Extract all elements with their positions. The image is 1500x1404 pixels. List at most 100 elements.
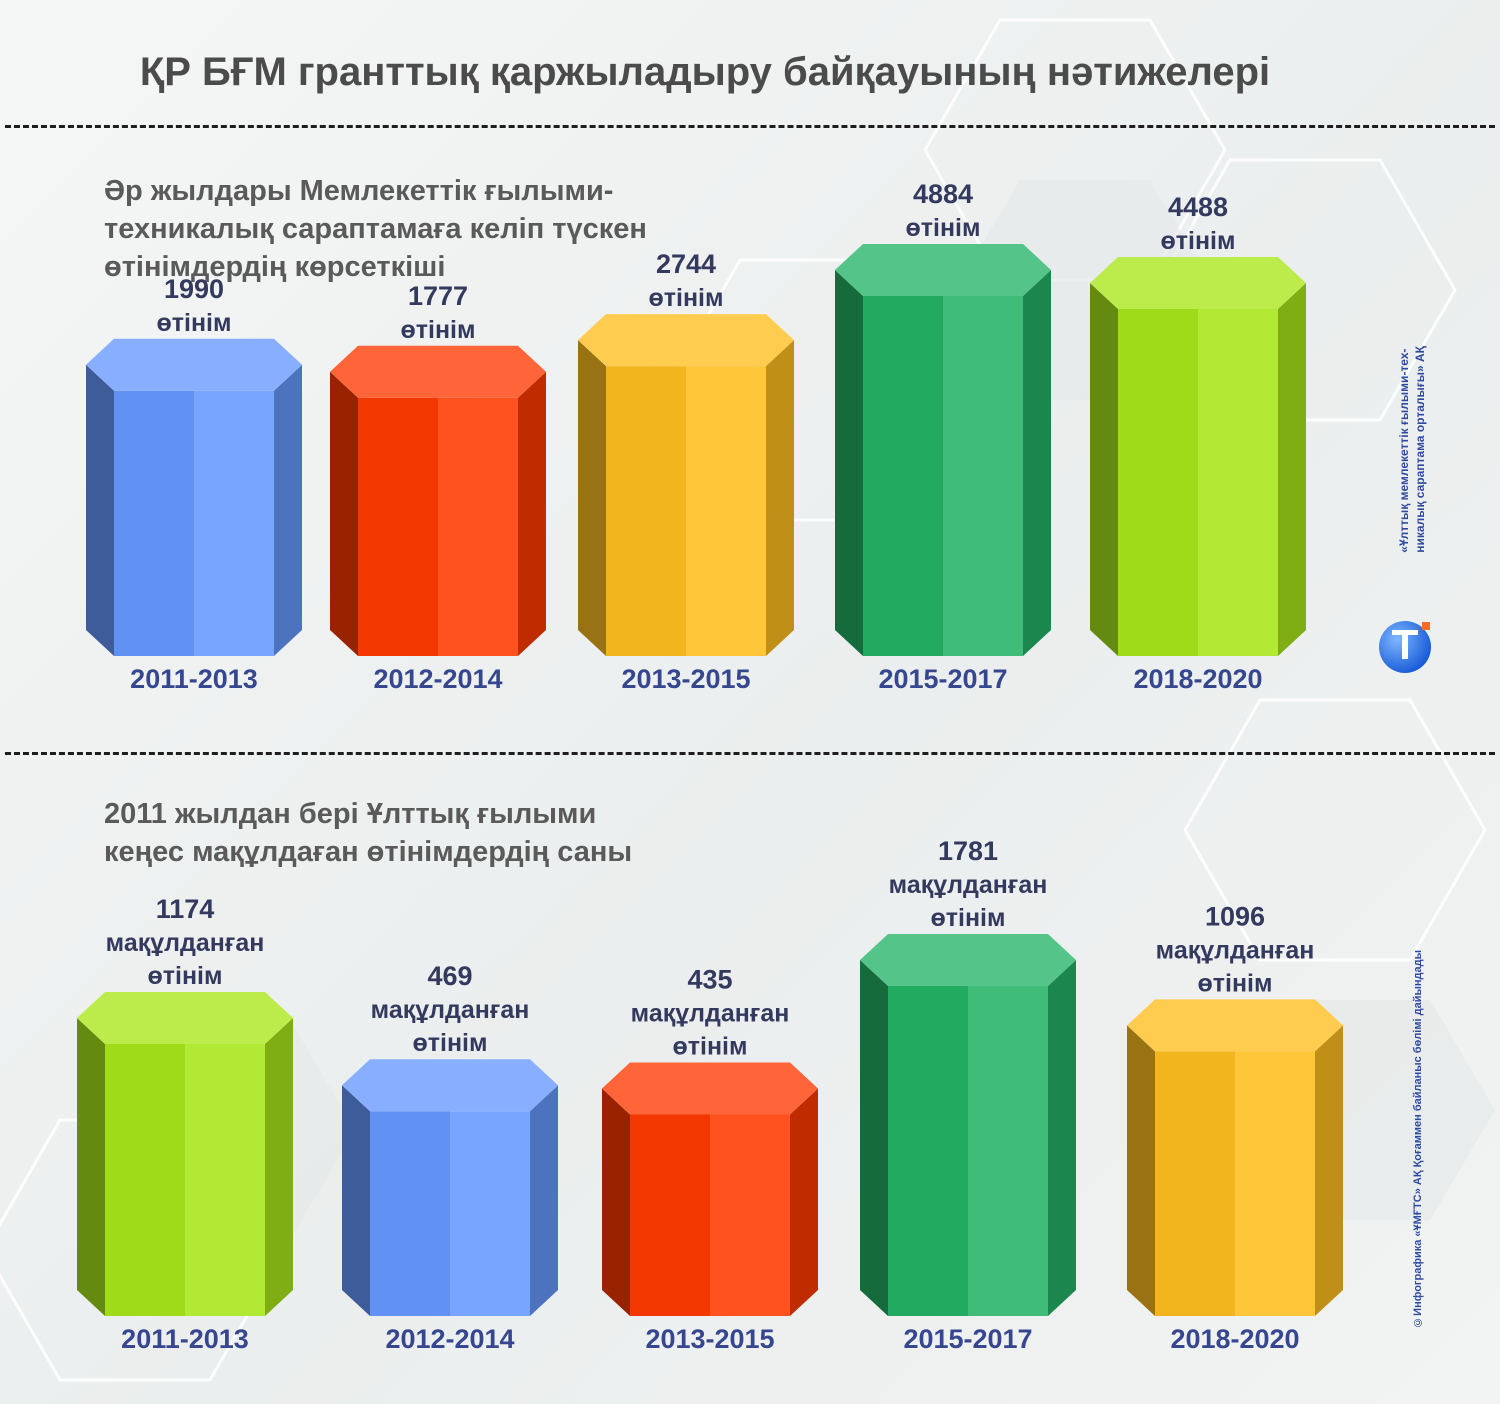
chart1-title-line: өтінімдердің көрсеткіші <box>104 251 446 283</box>
bar-4-front-left-face <box>888 986 968 1316</box>
bar-unit-label: өтінім <box>148 962 223 990</box>
bar-1-right-face <box>274 364 302 656</box>
bar-value-label: 1781 <box>938 836 998 866</box>
bar-3-right-face <box>790 1088 818 1316</box>
x-tick-label: 2018-2020 <box>1170 1324 1299 1354</box>
x-tick-label: 2013-2015 <box>645 1324 774 1354</box>
bar-5-front-left-face <box>1155 1051 1235 1316</box>
bar-2-left-face <box>342 1085 370 1316</box>
bar-unit-label: өтінім <box>906 214 981 242</box>
bar-unit-label: мақұлданған <box>631 999 790 1027</box>
bar-value-label: 2744 <box>656 249 716 279</box>
bar-4-right-face <box>1048 960 1076 1316</box>
bar-2-left-face <box>330 371 358 656</box>
bar-value-label: 1096 <box>1205 901 1265 931</box>
bar-value-label: 1990 <box>164 274 224 304</box>
bar-value-label: 1174 <box>156 894 215 924</box>
bar-2 <box>330 345 546 656</box>
bar-value-label: 4488 <box>1168 192 1228 222</box>
bar-5-front-right-face <box>1198 308 1278 656</box>
bar-5 <box>1090 256 1306 656</box>
bar-value-label: 4884 <box>913 179 973 209</box>
organization-logo-icon <box>1379 621 1431 673</box>
bar-3-right-face <box>766 340 794 656</box>
bar-3-front-left-face <box>606 366 686 656</box>
bar-2-top-face <box>330 345 546 398</box>
bar-4-left-face <box>835 270 863 656</box>
x-tick-label: 2012-2014 <box>373 664 502 694</box>
bar-2 <box>342 1059 558 1316</box>
bar-1-front-right-face <box>185 1043 265 1316</box>
bar-3-left-face <box>602 1088 630 1316</box>
bar-3-front-right-face <box>686 366 766 656</box>
bar-2-top-face <box>342 1059 558 1112</box>
bar-1-right-face <box>265 1017 293 1316</box>
chart1-section-title: Әр жылдары Мемлекеттік ғылыми- техникалы… <box>104 172 647 286</box>
chart1-submitted-applications: 1990 өтінім 2011-2013 1777 өтінім 2012-2014 27… <box>86 179 1306 694</box>
bar-5-front-left-face <box>1118 308 1198 656</box>
bar-value-label: 1777 <box>408 281 468 311</box>
bar-5 <box>1127 999 1343 1316</box>
chart1-title-line: техникалық сараптамаға келіп түскен <box>104 213 647 245</box>
bar-4 <box>860 934 1076 1316</box>
bar-3 <box>602 1062 818 1316</box>
chart2-approved-applications: 1174 мақұлданған өтінім 2011-2013 469 мақұлда… <box>77 836 1343 1354</box>
bar-2-front-left-face <box>370 1111 450 1316</box>
bar-4-top-face <box>860 934 1076 986</box>
bar-4-front-right-face <box>968 986 1048 1316</box>
bar-4-right-face <box>1023 270 1051 656</box>
bar-2-front-left-face <box>358 397 438 656</box>
bar-3-front-left-face <box>630 1114 710 1316</box>
bar-unit-label: өтінім <box>931 904 1006 932</box>
bar-3 <box>578 314 794 656</box>
bar-4 <box>835 244 1051 656</box>
bar-5-right-face <box>1278 282 1306 656</box>
page-title: ҚР БҒМ гранттық қаржыладыру байқауының н… <box>139 50 1271 94</box>
bar-3-left-face <box>578 340 606 656</box>
bar-unit-label: мақұлданған <box>371 996 530 1024</box>
bar-unit-label: өтінім <box>157 309 232 337</box>
bar-unit-label: өтінім <box>649 284 724 312</box>
bar-unit-label: мақұлданған <box>1156 936 1315 964</box>
bar-1-left-face <box>77 1017 105 1316</box>
x-tick-label: 2015-2017 <box>903 1324 1032 1354</box>
chart2-title-line: 2011 жылдан бері Ұлттық ғылыми <box>104 798 597 830</box>
chart2-section-title: 2011 жылдан бері Ұлттық ғылыми кеңес мақ… <box>104 795 632 871</box>
bar-value-label: 435 <box>687 964 732 994</box>
bar-1-front-left-face <box>114 390 194 656</box>
bar-1-left-face <box>86 364 114 656</box>
copyright-note: ©Инфографика «ҰМҒТС» АҚ Қоғаммен байланы… <box>1412 950 1424 1328</box>
top-divider <box>5 125 1495 128</box>
bar-unit-label: өтінім <box>1198 969 1273 997</box>
chart2-title-line: кеңес мақұлдаған өтінімдердің саны <box>104 836 633 868</box>
bar-2-right-face <box>530 1085 558 1316</box>
bar-1 <box>77 991 293 1316</box>
bar-unit-label: мақұлданған <box>889 871 1048 899</box>
bar-1-front-left-face <box>105 1043 185 1316</box>
bar-4-front-right-face <box>943 296 1023 656</box>
bar-1-top-face <box>86 338 302 391</box>
bar-unit-label: мақұлданған <box>106 929 265 957</box>
bar-4-left-face <box>860 960 888 1316</box>
organization-line: «Ұлттық мемлекеттік ғылыми-тех- <box>1397 348 1411 553</box>
bar-1 <box>86 338 302 656</box>
bar-3-top-face <box>602 1062 818 1115</box>
x-tick-label: 2013-2015 <box>621 664 750 694</box>
bar-5-top-face <box>1090 256 1306 309</box>
bar-5-front-right-face <box>1235 1051 1315 1316</box>
bar-5-left-face <box>1090 282 1118 656</box>
x-tick-label: 2015-2017 <box>878 664 1007 694</box>
chart1-title-line: Әр жылдары Мемлекеттік ғылыми- <box>104 175 614 207</box>
bar-1-top-face <box>77 991 293 1044</box>
bar-5-right-face <box>1315 1025 1343 1316</box>
bar-unit-label: өтінім <box>673 1032 748 1060</box>
bar-2-front-right-face <box>438 397 518 656</box>
bar-2-right-face <box>518 371 546 656</box>
bar-5-top-face <box>1127 999 1343 1052</box>
organization-line: никалық сараптама орталығы» АҚ <box>1413 346 1427 553</box>
bar-unit-label: өтінім <box>401 316 476 344</box>
x-tick-label: 2011-2013 <box>130 664 258 694</box>
bar-3-front-right-face <box>710 1114 790 1316</box>
bar-unit-label: өтінім <box>413 1029 488 1057</box>
bar-unit-label: өтінім <box>1161 227 1236 255</box>
